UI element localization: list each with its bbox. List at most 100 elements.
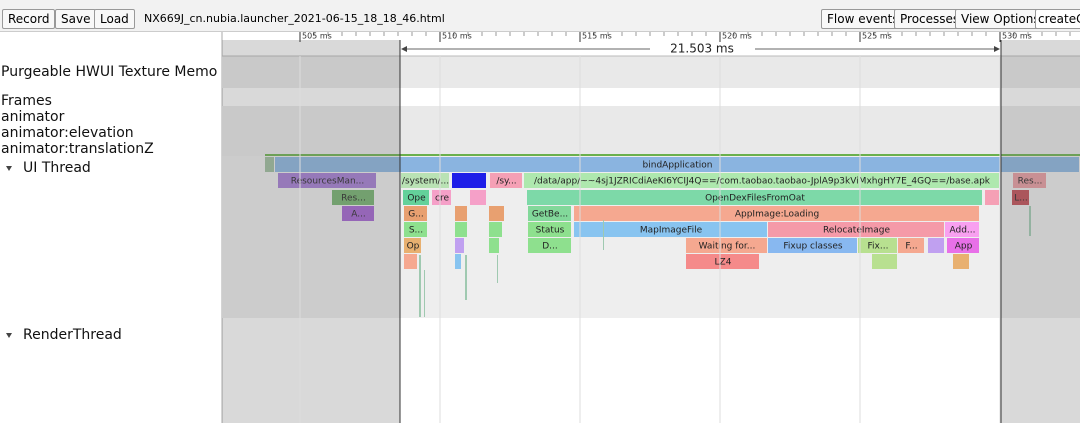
load-button[interactable]: Load bbox=[94, 9, 135, 29]
tiny-slice bbox=[603, 220, 604, 250]
slice-label: LZ4 bbox=[715, 258, 732, 268]
slice bbox=[489, 238, 499, 253]
tiny-slice bbox=[465, 255, 467, 300]
slice-label: Res... bbox=[341, 194, 366, 204]
slices: bindApplication ResourcesMan... /system/..… bbox=[265, 154, 1080, 317]
memory-track-bg bbox=[222, 56, 1080, 88]
slice-label: D... bbox=[542, 242, 558, 252]
slice bbox=[404, 254, 417, 269]
slice-label: App bbox=[955, 242, 973, 252]
slice bbox=[928, 238, 944, 253]
arrow-head bbox=[401, 46, 407, 52]
slice bbox=[528, 238, 571, 253]
track-label: animator:elevation bbox=[1, 125, 134, 141]
unselected-overlay bbox=[1001, 40, 1080, 423]
slice bbox=[945, 222, 979, 237]
slice bbox=[455, 206, 467, 221]
slice-label: S... bbox=[409, 226, 423, 236]
ruler-tick-label: 520 ms bbox=[722, 32, 752, 41]
ruler-tick-label: 505 ms bbox=[302, 32, 332, 41]
ruler-tick-label: 515 ms bbox=[582, 32, 612, 41]
selection-duration: 21.503 ms bbox=[670, 42, 734, 56]
slice-label: OpenDexFilesFromOat bbox=[705, 194, 805, 204]
slice bbox=[574, 206, 979, 221]
slice bbox=[872, 254, 897, 269]
slice-label: MapImageFile bbox=[640, 226, 703, 236]
track-label: Frames bbox=[1, 93, 52, 109]
slice-label: /data/app/~~4sj1JZRICdiAeKI6YCIJ4Q==/com… bbox=[534, 177, 991, 187]
slice-label: GetBe... bbox=[532, 210, 568, 220]
slice-label: F... bbox=[905, 242, 917, 252]
track-label: animator:translationZ bbox=[1, 141, 154, 157]
slice bbox=[278, 173, 376, 188]
slice-label: A... bbox=[351, 210, 366, 220]
slice bbox=[768, 222, 944, 237]
slice-label: AppImage:Loading bbox=[735, 210, 819, 220]
ruler-tick-label: 530 ms bbox=[1002, 32, 1032, 41]
slice bbox=[342, 206, 374, 221]
slice bbox=[1013, 173, 1046, 188]
track-label: RenderThread bbox=[23, 327, 122, 343]
slice bbox=[490, 173, 522, 188]
slice-label: ResourcesMan... bbox=[291, 177, 365, 187]
slice bbox=[332, 190, 374, 205]
label-panel bbox=[0, 32, 222, 423]
track-label: animator bbox=[1, 109, 65, 125]
track-label: UI Thread bbox=[23, 160, 91, 176]
slice bbox=[686, 238, 767, 253]
slice-label: L... bbox=[1014, 194, 1028, 204]
slice-label: G... bbox=[408, 210, 424, 220]
slice-label: Op bbox=[407, 242, 420, 252]
slice bbox=[527, 190, 982, 205]
flow-events-button[interactable]: Flow events bbox=[821, 9, 905, 29]
arrow-head bbox=[994, 46, 1000, 52]
slice-label: /system/... bbox=[402, 177, 449, 187]
slice bbox=[404, 238, 421, 253]
slice bbox=[489, 222, 502, 237]
slice-label: /sy... bbox=[496, 177, 516, 187]
slice bbox=[898, 238, 924, 253]
slice bbox=[947, 238, 979, 253]
slice bbox=[455, 254, 461, 269]
slice-label: Ope bbox=[407, 194, 426, 204]
record-button[interactable]: Record bbox=[2, 9, 56, 29]
slice bbox=[275, 157, 1079, 172]
slice bbox=[455, 222, 467, 237]
slice bbox=[574, 222, 767, 237]
frames-track-bg bbox=[222, 106, 1080, 156]
slice bbox=[953, 254, 969, 269]
ruler-tick-label: 525 ms bbox=[862, 32, 892, 41]
slice bbox=[455, 238, 464, 253]
slice bbox=[528, 206, 571, 221]
tiny-slice bbox=[419, 255, 421, 317]
slice bbox=[404, 206, 427, 221]
processes-button[interactable]: Processes bbox=[894, 9, 966, 29]
slice bbox=[985, 190, 999, 205]
ruler-tick-label: 510 ms bbox=[442, 32, 472, 41]
slice bbox=[524, 173, 999, 188]
slice bbox=[489, 206, 504, 221]
expand-arrow[interactable] bbox=[6, 333, 12, 338]
slice-label: RelocateImage bbox=[823, 226, 891, 236]
slice bbox=[265, 157, 274, 172]
toolbar: Record Save Load NX669J_cn.nubia.launche… bbox=[0, 0, 1080, 32]
slice bbox=[1012, 190, 1029, 205]
slice bbox=[470, 190, 486, 205]
search-box[interactable]: createCl bbox=[1035, 9, 1080, 29]
unselected-overlay bbox=[222, 40, 400, 423]
slice-label: Fixup classes bbox=[783, 242, 843, 252]
slice bbox=[768, 238, 857, 253]
thread-state bbox=[265, 154, 1080, 156]
slice bbox=[404, 222, 427, 237]
slice-label: Res... bbox=[1018, 177, 1043, 187]
slice-label: Fix... bbox=[868, 242, 889, 252]
slice bbox=[403, 190, 429, 205]
tiny-slice bbox=[424, 270, 425, 317]
expand-arrow[interactable] bbox=[6, 166, 12, 171]
slice bbox=[432, 190, 451, 205]
slice bbox=[858, 238, 897, 253]
slice-label: bindApplication bbox=[643, 161, 713, 171]
slice bbox=[686, 254, 759, 269]
slice-label: cre bbox=[435, 194, 449, 204]
